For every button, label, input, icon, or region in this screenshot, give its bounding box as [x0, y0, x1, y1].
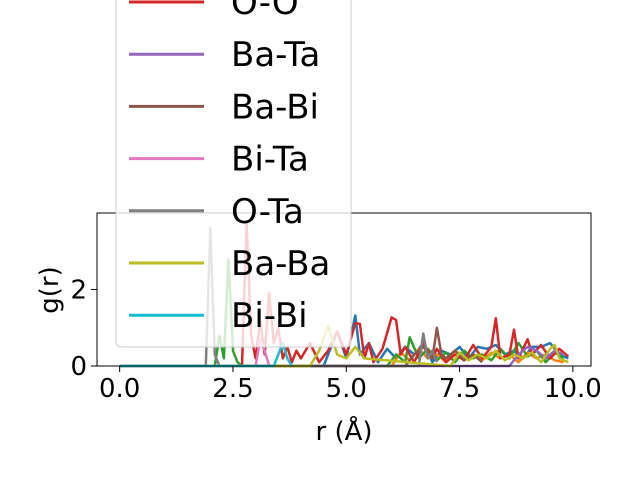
x-tick-label: 0.0	[99, 374, 140, 404]
legend-label-ba-bi: Ba-Bi	[231, 87, 319, 127]
legend-label-ba-ta: Ba-Ta	[231, 35, 320, 75]
legend-label-bi-ta: Bi-Ta	[231, 140, 309, 180]
x-tick-label: 5.0	[326, 374, 367, 404]
legend-entries: O-O Ba-Ta Ba-Bi Bi-Ta O-Ta Ba-Ba Bi-Bi	[129, 0, 330, 336]
legend: O-O Ba-Ta Ba-Bi Bi-Ta O-Ta Ba-Ba Bi-Bi	[115, 0, 352, 348]
x-axis: 0.0 2.5 5.0 7.5 10.0	[99, 366, 602, 404]
y-tick-label: 2	[70, 276, 87, 306]
legend-label-ba-ba: Ba-Ba	[231, 244, 330, 284]
legend-label-o-o: O-O	[231, 0, 299, 23]
y-axis: 02	[70, 276, 97, 382]
legend-label-bi-bi: Bi-Bi	[231, 296, 308, 336]
x-tick-label: 7.5	[439, 374, 480, 404]
x-tick-label: 10.0	[544, 374, 602, 404]
y-tick-label: 0	[70, 352, 87, 382]
x-axis-title: r (Å)	[315, 415, 372, 447]
series-line-ba-ta	[119, 345, 565, 368]
x-tick-label: 2.5	[212, 374, 253, 404]
legend-frame	[115, 0, 352, 348]
y-axis-title: g(r)	[35, 266, 65, 313]
legend-label-o-ta: O-Ta	[231, 192, 304, 232]
